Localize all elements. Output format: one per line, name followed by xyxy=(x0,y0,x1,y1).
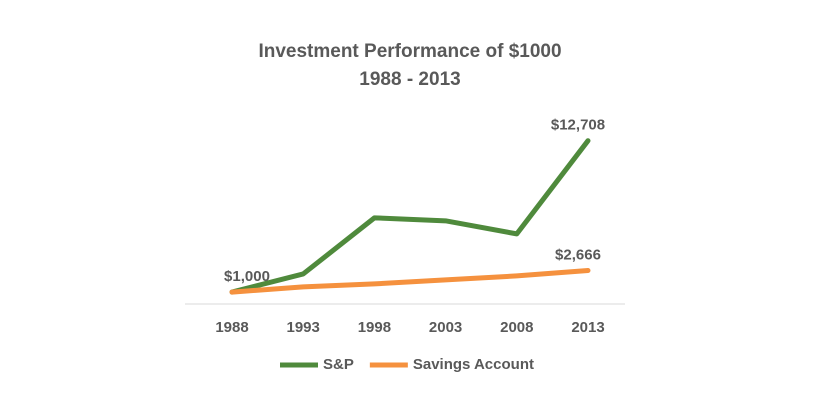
x-tick-label: 1993 xyxy=(287,319,320,336)
legend-label: S&P xyxy=(323,356,354,373)
x-tick-label: 1988 xyxy=(215,319,248,336)
data-label: $12,708 xyxy=(551,117,605,134)
data-label: $1,000 xyxy=(224,268,270,285)
chart-subtitle: 1988 - 2013 xyxy=(359,69,460,90)
data-label: $2,666 xyxy=(555,247,601,264)
x-tick-label: 1998 xyxy=(358,319,391,336)
x-tick-label: 2003 xyxy=(429,319,462,336)
legend-label: Savings Account xyxy=(413,356,534,373)
series-line xyxy=(229,138,591,295)
series-line xyxy=(229,268,591,295)
x-tick-label: 2008 xyxy=(500,319,533,336)
x-tick-label: 2013 xyxy=(571,319,604,336)
chart-title: Investment Performance of $1000 xyxy=(258,41,561,62)
